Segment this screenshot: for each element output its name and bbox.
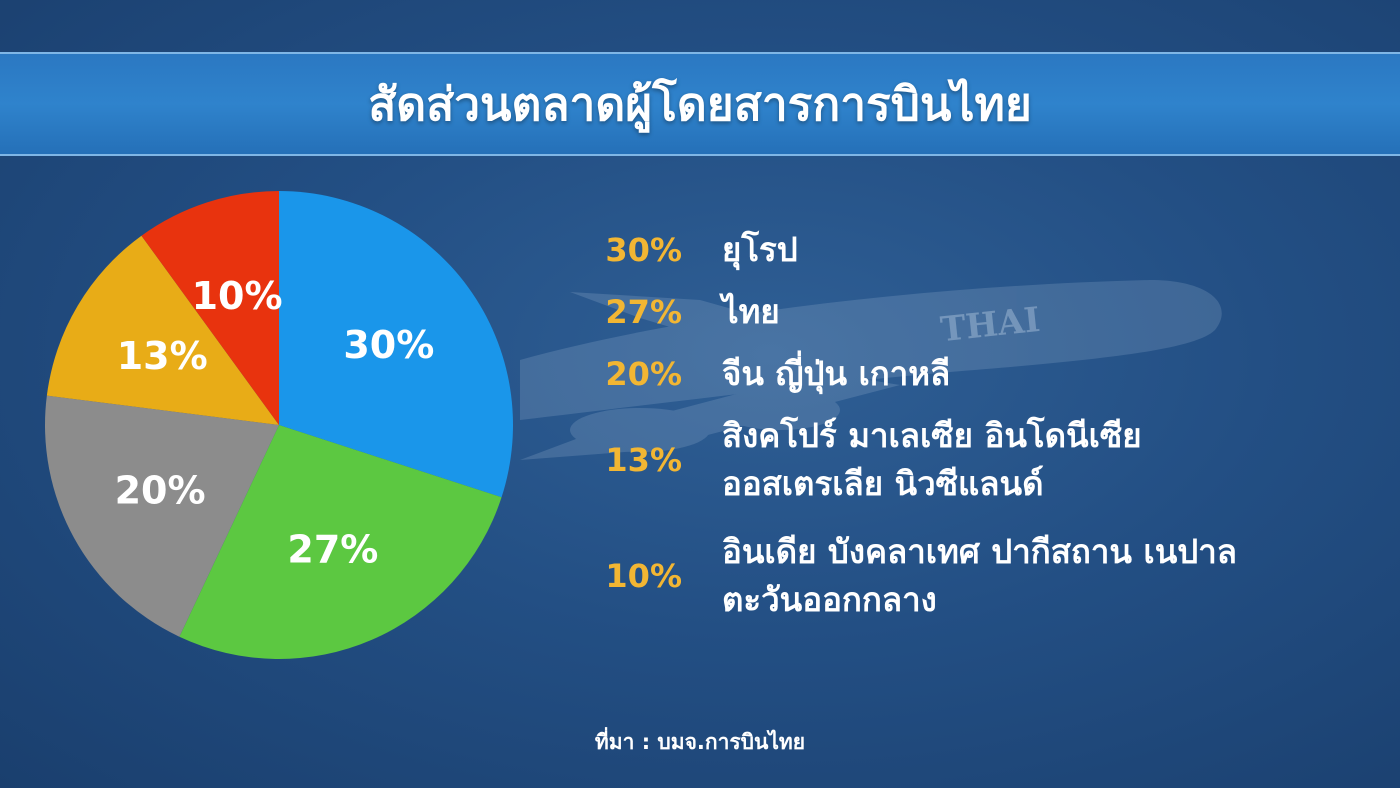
legend-percent: 30% [605, 231, 682, 269]
pie-slice-1 [279, 191, 513, 498]
legend: 30% ยุโรป 27% ไทย 20% จีน ญี่ปุ่น เกาหลี 13% สิ… [596, 226, 1356, 624]
legend-percent: 20% [605, 355, 682, 393]
legend-label-line: ไทย [722, 292, 780, 331]
title-bar: สัดส่วนตลาดผู้โดยสารการบินไทย [0, 52, 1400, 156]
legend-label: จีน ญี่ปุ่น เกาหลี [722, 350, 950, 398]
pie-slice-label-3: 20% [115, 468, 206, 512]
legend-label-line: ออสเตรเลีย นิวซีแลนด์ [722, 464, 1044, 503]
legend-label: อินเดีย บังคลาเทศ ปากีสถาน เนปาลตะวันออก… [722, 528, 1237, 624]
pie-slice-5 [141, 191, 279, 425]
pie-slice-4 [46, 235, 280, 425]
legend-label: ยุโรป [722, 226, 798, 274]
legend-label-line: อินเดีย บังคลาเทศ ปากีสถาน เนปาล [722, 532, 1237, 571]
legend-percent: 10% [605, 557, 682, 595]
legend-percent: 13% [605, 441, 682, 479]
pie-slice-2 [179, 425, 502, 659]
legend-label-line: ตะวันออกกลาง [722, 580, 937, 619]
legend-label: สิงคโปร์ มาเลเซีย อินโดนีเซียออสเตรเลีย … [722, 412, 1142, 508]
legend-label-line: จีน ญี่ปุ่น เกาหลี [722, 354, 951, 393]
pie-slice-label-2: 27% [287, 528, 378, 572]
legend-label-line: สิงคโปร์ มาเลเซีย อินโดนีเซีย [722, 416, 1142, 455]
pie-slice-3 [44, 395, 279, 637]
pie-slice-label-1: 30% [343, 323, 434, 367]
legend-item: 27% ไทย [596, 288, 1356, 336]
legend-item: 10% อินเดีย บังคลาเทศ ปากีสถาน เนปาลตะวัน… [596, 528, 1356, 624]
legend-item: 30% ยุโรป [596, 226, 1356, 274]
legend-item: 20% จีน ญี่ปุ่น เกาหลี [596, 350, 1356, 398]
legend-label: ไทย [722, 288, 780, 336]
legend-percent: 27% [605, 293, 682, 331]
source-caption: ที่มา : บมจ.การบินไทย [594, 730, 806, 754]
legend-item: 13% สิงคโปร์ มาเลเซีย อินโดนีเซียออสเตรเล… [596, 412, 1356, 508]
legend-label-line: ยุโรป [722, 230, 798, 269]
pie-slice-label-4: 13% [117, 334, 208, 378]
pie-slice-label-5: 10% [192, 274, 283, 318]
chart-title: สัดส่วนตลาดผู้โดยสารการบินไทย [368, 76, 1032, 131]
